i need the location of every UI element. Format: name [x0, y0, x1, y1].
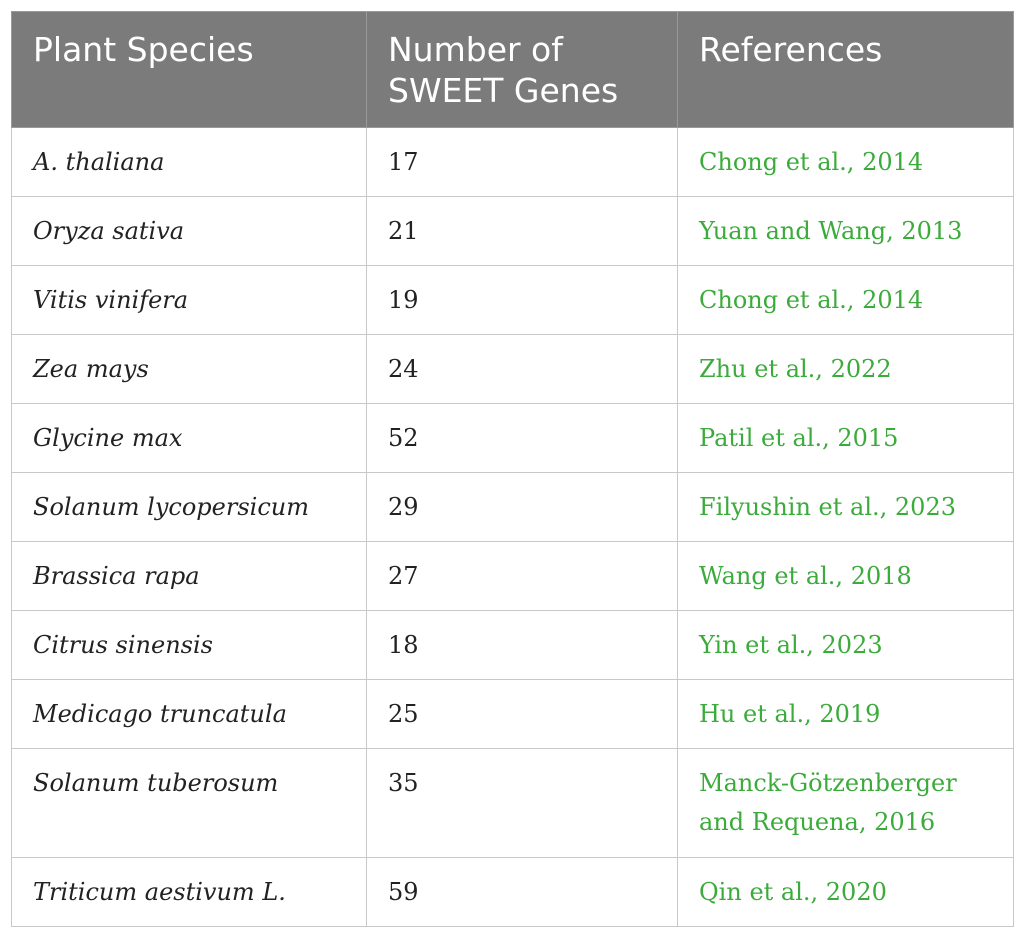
reference-link[interactable]: Manck-Götzenberger and Requena, 2016 [677, 748, 1014, 858]
species-cell: Glycine max [11, 403, 367, 473]
gene-count-cell: 25 [366, 679, 678, 749]
table-row: Brassica rapa 27 Wang et al., 2018 [11, 541, 1014, 611]
species-cell: Vitis vinifera [11, 265, 367, 335]
gene-count-cell: 29 [366, 472, 678, 542]
gene-count-cell: 21 [366, 196, 678, 266]
table-row: Medicago truncatula 25 Hu et al., 2019 [11, 679, 1014, 749]
reference-link[interactable]: Hu et al., 2019 [677, 679, 1014, 749]
header-plant-species: Plant Species [11, 11, 367, 128]
reference-link[interactable]: Patil et al., 2015 [677, 403, 1014, 473]
gene-count-cell: 35 [366, 748, 678, 858]
table-row: Zea mays 24 Zhu et al., 2022 [11, 334, 1014, 404]
reference-link[interactable]: Chong et al., 2014 [677, 265, 1014, 335]
species-cell: Solanum tuberosum [11, 748, 367, 858]
table-row: Oryza sativa 21 Yuan and Wang, 2013 [11, 196, 1014, 266]
reference-link[interactable]: Zhu et al., 2022 [677, 334, 1014, 404]
gene-count-cell: 19 [366, 265, 678, 335]
table-row: Glycine max 52 Patil et al., 2015 [11, 403, 1014, 473]
table-row: Solanum lycopersicum 29 Filyushin et al.… [11, 472, 1014, 542]
species-cell: Oryza sativa [11, 196, 367, 266]
species-cell: Zea mays [11, 334, 367, 404]
reference-link[interactable]: Filyushin et al., 2023 [677, 472, 1014, 542]
species-cell: Medicago truncatula [11, 679, 367, 749]
species-cell: Triticum aestivum L. [11, 857, 367, 927]
gene-count-cell: 18 [366, 610, 678, 680]
gene-count-cell: 27 [366, 541, 678, 611]
header-number-of-sweet-genes: Number of SWEET Genes [366, 11, 678, 128]
table-row: Solanum tuberosum 35 Manck-Götzenberger … [11, 748, 1014, 858]
table-row: A. thaliana 17 Chong et al., 2014 [11, 127, 1014, 197]
reference-link[interactable]: Yuan and Wang, 2013 [677, 196, 1014, 266]
table-row: Vitis vinifera 19 Chong et al., 2014 [11, 265, 1014, 335]
gene-count-cell: 24 [366, 334, 678, 404]
gene-count-cell: 17 [366, 127, 678, 197]
reference-link[interactable]: Wang et al., 2018 [677, 541, 1014, 611]
gene-count-cell: 59 [366, 857, 678, 927]
reference-link[interactable]: Qin et al., 2020 [677, 857, 1014, 927]
gene-count-cell: 52 [366, 403, 678, 473]
header-row: Plant Species Number of SWEET Genes Refe… [11, 11, 1014, 128]
species-cell: Brassica rapa [11, 541, 367, 611]
sweet-genes-table: Plant Species Number of SWEET Genes Refe… [11, 11, 1014, 927]
reference-link[interactable]: Chong et al., 2014 [677, 127, 1014, 197]
species-cell: Citrus sinensis [11, 610, 367, 680]
table-body: A. thaliana 17 Chong et al., 2014 Oryza … [11, 127, 1014, 927]
table-row: Triticum aestivum L. 59 Qin et al., 2020 [11, 857, 1014, 927]
species-cell: A. thaliana [11, 127, 367, 197]
reference-link[interactable]: Yin et al., 2023 [677, 610, 1014, 680]
header-references: References [677, 11, 1014, 128]
sweet-genes-table-container: Plant Species Number of SWEET Genes Refe… [11, 11, 1014, 927]
species-cell: Solanum lycopersicum [11, 472, 367, 542]
table-row: Citrus sinensis 18 Yin et al., 2023 [11, 610, 1014, 680]
table-header: Plant Species Number of SWEET Genes Refe… [11, 11, 1014, 128]
